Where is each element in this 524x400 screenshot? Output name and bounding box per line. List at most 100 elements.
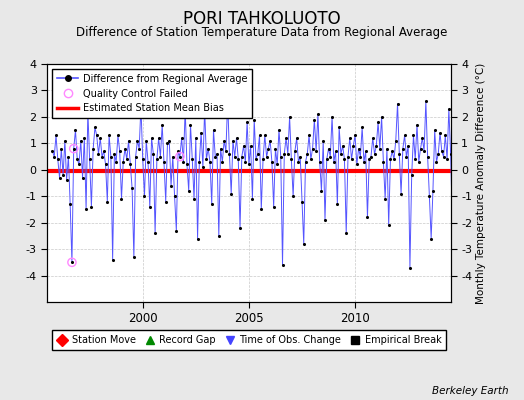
Point <box>260 132 269 138</box>
Point <box>87 204 95 210</box>
Point <box>94 151 103 157</box>
Point <box>362 148 370 154</box>
Point <box>414 159 423 165</box>
Point <box>170 193 179 200</box>
Point <box>455 159 464 165</box>
Y-axis label: Monthly Temperature Anomaly Difference (°C): Monthly Temperature Anomaly Difference (… <box>476 62 486 304</box>
Point <box>243 119 252 125</box>
Point <box>436 130 444 136</box>
Point <box>409 132 418 138</box>
Point <box>146 204 154 210</box>
Point <box>257 206 266 213</box>
Point <box>202 156 211 162</box>
Point <box>163 140 172 146</box>
Point <box>57 146 66 152</box>
Point <box>77 138 85 144</box>
Point <box>330 159 338 165</box>
Point <box>356 153 365 160</box>
Point <box>337 151 345 157</box>
Point <box>275 127 283 133</box>
Point <box>254 151 262 157</box>
Point <box>404 143 412 149</box>
Point <box>457 127 465 133</box>
Point <box>140 193 149 200</box>
Point <box>422 98 430 104</box>
Point <box>303 151 311 157</box>
Point <box>287 156 296 162</box>
Point <box>199 164 207 170</box>
Point <box>305 132 313 138</box>
Point <box>167 182 175 189</box>
Point <box>172 227 181 234</box>
Point <box>432 159 441 165</box>
Point <box>271 146 280 152</box>
Point <box>124 138 133 144</box>
Point <box>234 156 243 162</box>
Point <box>296 153 304 160</box>
Point <box>96 135 104 141</box>
Point <box>263 153 271 160</box>
Point <box>323 156 331 162</box>
Point <box>68 259 76 266</box>
Point <box>245 161 253 168</box>
Point <box>138 156 147 162</box>
Point <box>300 241 308 247</box>
Point <box>319 138 328 144</box>
Point <box>137 103 145 110</box>
Point <box>252 156 260 162</box>
Point <box>100 148 108 154</box>
Point <box>75 161 83 168</box>
Point <box>84 108 92 115</box>
Point <box>115 148 124 154</box>
Point <box>103 198 112 205</box>
Point <box>232 135 241 141</box>
Point <box>70 146 78 152</box>
Point <box>181 106 189 112</box>
Point <box>121 146 129 152</box>
Point <box>142 138 150 144</box>
Point <box>394 100 402 107</box>
Point <box>385 222 393 228</box>
Point <box>208 201 216 207</box>
Point <box>229 138 237 144</box>
Point <box>147 135 156 141</box>
Point <box>68 259 76 266</box>
Point <box>241 159 249 165</box>
Point <box>165 138 173 144</box>
Point <box>184 188 193 194</box>
Point <box>411 156 419 162</box>
Point <box>370 151 379 157</box>
Point <box>213 151 221 157</box>
Point <box>445 106 453 112</box>
Point <box>48 148 57 154</box>
Point <box>459 206 467 213</box>
Point <box>82 206 90 213</box>
Point <box>151 230 159 236</box>
Point <box>209 127 217 133</box>
Point <box>446 151 455 157</box>
Point <box>248 196 257 202</box>
Point <box>79 174 87 181</box>
Point <box>443 156 451 162</box>
Point <box>108 256 117 263</box>
Point <box>307 156 315 162</box>
Point <box>239 143 248 149</box>
Point <box>317 188 325 194</box>
Point <box>114 132 122 138</box>
Point <box>326 153 334 160</box>
Point <box>193 235 202 242</box>
Point <box>365 156 374 162</box>
Point <box>381 196 389 202</box>
Point <box>298 198 306 205</box>
Point <box>461 153 469 160</box>
Point <box>395 151 403 157</box>
Point <box>314 111 322 118</box>
Point <box>71 127 80 133</box>
Text: Berkeley Earth: Berkeley Earth <box>432 386 508 396</box>
Point <box>110 151 118 157</box>
Point <box>129 254 138 260</box>
Point <box>98 153 106 160</box>
Point <box>206 159 214 165</box>
Point <box>353 161 361 168</box>
Point <box>289 193 297 200</box>
